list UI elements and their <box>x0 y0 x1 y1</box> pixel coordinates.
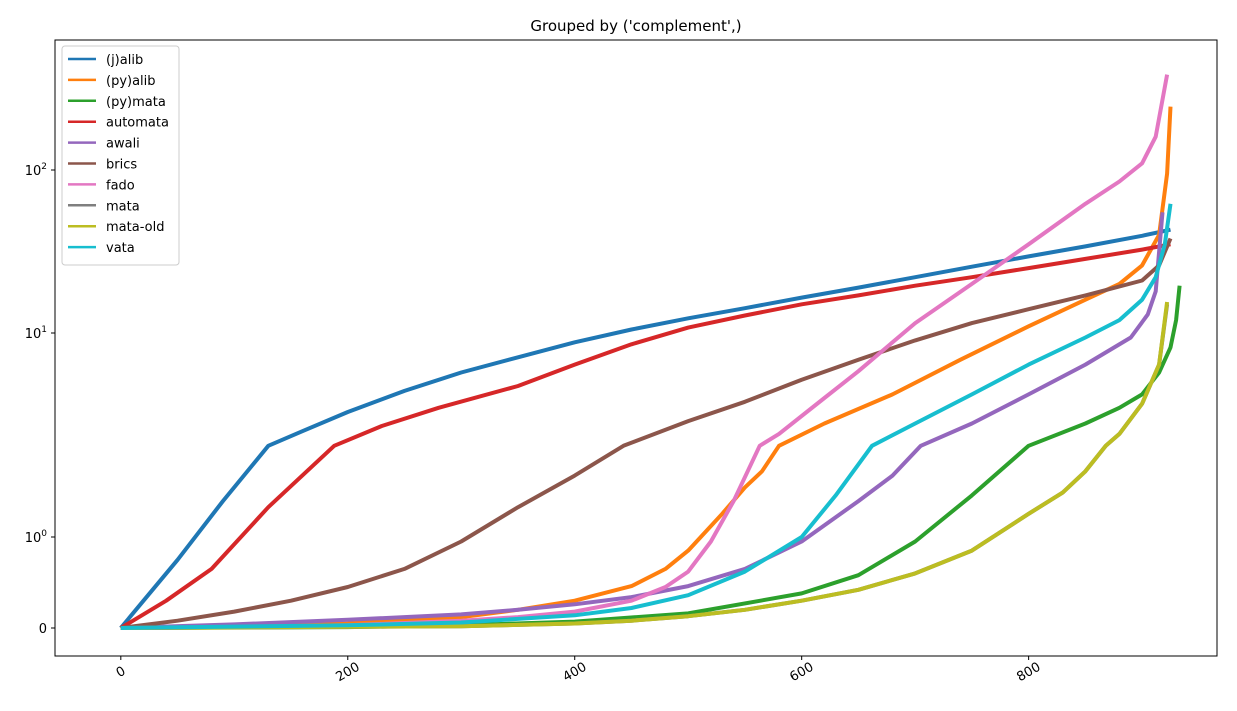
legend-label: mata-old <box>106 220 164 235</box>
legend-label: brics <box>106 158 137 173</box>
legend-label: fado <box>106 178 135 193</box>
legend-label: awali <box>106 137 140 152</box>
legend-label: (py)mata <box>106 95 166 110</box>
legend-label: automata <box>106 116 169 131</box>
series-line-9 <box>120 203 1173 630</box>
x-tick-label: 0 <box>114 664 129 681</box>
legend: (j)alib (py)alib (py)mata automata awali bric… <box>61 45 180 266</box>
series-line-5 <box>120 237 1173 630</box>
axes-frame <box>54 39 1218 657</box>
legend-label: vata <box>106 241 135 256</box>
x-tick-label: 800 <box>1014 660 1043 685</box>
series-line-0 <box>119 227 1171 630</box>
series-line-8 <box>120 301 1170 630</box>
legend-label: mata <box>106 199 140 214</box>
y-axis: 0 100 101 102 <box>25 162 55 637</box>
series-lines <box>119 74 1182 630</box>
series-line-3 <box>119 242 1171 630</box>
y-tick-label: 102 <box>25 162 47 179</box>
y-tick-label: 100 <box>25 529 48 546</box>
series-line-6 <box>120 74 1170 630</box>
x-tick-label: 600 <box>787 660 816 685</box>
x-tick-label: 400 <box>560 660 589 685</box>
legend-label: (j)alib <box>106 53 143 68</box>
y-tick-label: 0 <box>39 622 47 637</box>
x-axis: 0 200 400 600 800 <box>114 656 1043 685</box>
series-line-1 <box>120 106 1173 630</box>
x-tick-label: 200 <box>334 660 363 685</box>
legend-label: (py)alib <box>106 74 156 89</box>
chart-title: Grouped by ('complement',) <box>530 17 741 35</box>
y-tick-label: 101 <box>25 325 47 342</box>
series-line-4 <box>120 212 1165 630</box>
